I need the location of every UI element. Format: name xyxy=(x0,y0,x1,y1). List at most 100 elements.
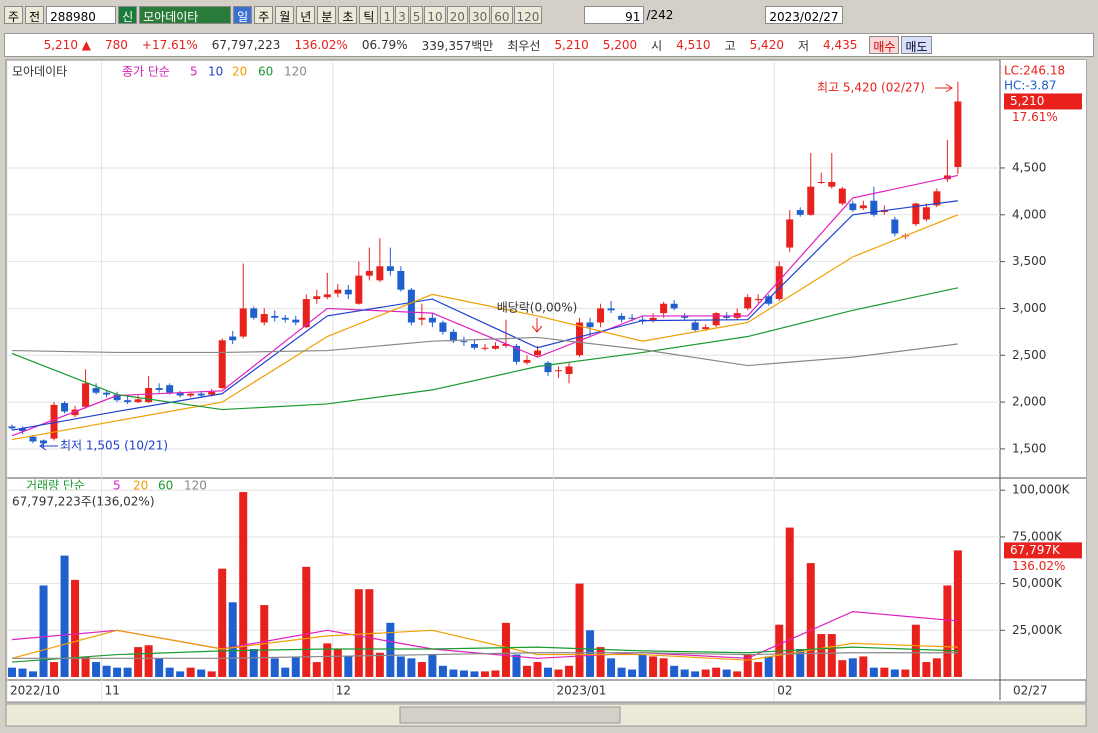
high-label: 최고 5,420 (02/27) xyxy=(817,81,925,95)
candle-body xyxy=(702,327,710,330)
volume-ratio: 136.02% xyxy=(294,38,348,52)
candle-body xyxy=(208,391,216,395)
y-tick-label: 3,000 xyxy=(1012,301,1046,315)
best-label: 최우선 xyxy=(507,38,541,53)
volume-bar xyxy=(859,656,868,677)
volume-bar xyxy=(649,656,658,677)
volume-bar xyxy=(680,669,689,677)
scroll-thumb[interactable] xyxy=(399,706,621,724)
interval-button[interactable]: 20 xyxy=(446,6,468,24)
volume-bar xyxy=(827,634,836,677)
volume-bar xyxy=(470,671,479,677)
volume-bar xyxy=(428,654,437,677)
volume-bar xyxy=(60,555,69,677)
candle-body xyxy=(71,409,79,416)
candle-body xyxy=(40,440,48,444)
chart-frame xyxy=(5,59,1087,703)
candle-body xyxy=(954,101,962,168)
candle-body xyxy=(691,322,699,330)
candle-body xyxy=(807,186,815,215)
candle-body xyxy=(586,322,594,328)
low-label: 최저 1,505 (10/21) xyxy=(60,439,168,453)
candle-body xyxy=(670,303,678,309)
interval-button[interactable]: 3 xyxy=(395,6,409,24)
candle-body xyxy=(292,319,300,323)
candle-body xyxy=(922,207,930,220)
volume-bar xyxy=(691,671,700,677)
candle-body xyxy=(733,313,741,318)
candle-body xyxy=(449,331,457,342)
board[interactable]: 전 xyxy=(25,6,45,24)
volume-bar xyxy=(596,647,605,677)
code-input[interactable]: 288980 xyxy=(46,6,117,24)
volume-bar xyxy=(92,662,101,677)
candle-body xyxy=(323,294,331,298)
candle-body xyxy=(523,359,531,363)
scrollbar[interactable] xyxy=(5,703,1087,727)
interval-button[interactable]: 60 xyxy=(491,6,513,24)
moving-average xyxy=(11,174,959,437)
volume-bar xyxy=(491,670,500,677)
period-button[interactable]: 일 xyxy=(233,6,253,24)
legend-entry: 20 xyxy=(133,479,148,493)
last-volume: 67,797K xyxy=(1010,543,1061,557)
open-label: 시 xyxy=(651,38,663,53)
volume-bar xyxy=(302,566,311,677)
period-button[interactable]: 틱 xyxy=(359,6,379,24)
candle-body xyxy=(29,436,37,442)
volume-bar xyxy=(165,667,174,677)
date[interactable]: 2023/02/27 xyxy=(765,6,843,24)
volume-bar xyxy=(270,658,279,677)
period-button[interactable]: 분 xyxy=(317,6,337,24)
volume-bar xyxy=(207,671,216,677)
candle-body xyxy=(681,315,689,318)
candle-body xyxy=(229,336,237,341)
volume-bar xyxy=(880,667,889,677)
period-button[interactable]: 주 xyxy=(254,6,274,24)
candle-body xyxy=(113,394,121,401)
candle-body xyxy=(512,345,520,362)
volume-bar xyxy=(659,658,668,677)
interval-button[interactable]: 30 xyxy=(468,6,491,24)
change: 780 xyxy=(105,38,128,52)
market[interactable]: 주 xyxy=(4,6,24,24)
sell-button[interactable]: 매도 xyxy=(901,36,932,54)
cursor-date: 02/27 xyxy=(1013,684,1048,698)
candle-body xyxy=(534,350,541,356)
period-button[interactable]: 년 xyxy=(296,6,316,24)
volume-bar xyxy=(459,670,468,677)
stock-label: 모아데이타 xyxy=(12,65,67,79)
candle-body xyxy=(355,275,363,304)
volume-legend-title: 거래량 단순 xyxy=(26,479,85,493)
candle-body xyxy=(134,399,142,403)
interval-button[interactable]: 5 xyxy=(409,6,424,24)
period-button[interactable]: 월 xyxy=(275,6,295,24)
interval-button[interactable]: 1 xyxy=(380,6,395,24)
candle-body xyxy=(544,362,552,373)
candle-body xyxy=(660,303,668,314)
buy-button[interactable]: 매수 xyxy=(869,36,900,54)
volume-bar xyxy=(775,624,784,677)
volume-bar xyxy=(796,648,805,677)
volume-bar xyxy=(344,656,353,677)
candle-body xyxy=(82,383,90,407)
candle-body xyxy=(754,299,762,301)
ex-dividend-label: 배당락(0,00%) xyxy=(497,301,578,315)
interval-button[interactable]: 10 xyxy=(424,6,446,24)
candle-body xyxy=(481,347,489,349)
candle-body xyxy=(166,385,174,393)
legend-entry: 5 xyxy=(190,65,198,79)
candle-body xyxy=(712,313,720,326)
volume-bar xyxy=(228,602,237,677)
period-button[interactable]: 초 xyxy=(338,6,358,24)
candle-body xyxy=(103,392,111,395)
volume-bar xyxy=(501,622,510,677)
count[interactable]: 91 xyxy=(584,6,645,24)
legend-entry: 120 xyxy=(184,479,207,493)
interval-button[interactable]: 120 xyxy=(513,6,543,24)
candle-body xyxy=(344,289,352,295)
candle-body xyxy=(61,403,69,412)
y-tick-label: 50,000K xyxy=(1012,576,1063,590)
high: 5,420 xyxy=(749,38,784,52)
